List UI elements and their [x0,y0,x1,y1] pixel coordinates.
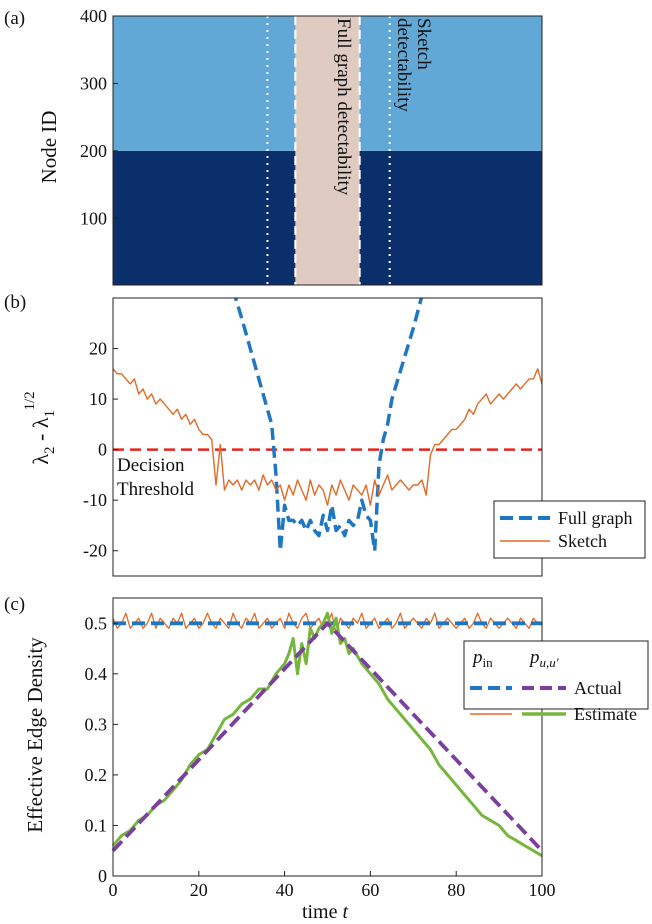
panel-b: (b) -20 -10 0 10 20 λ2 - λ1 1/2 Decision Thre… [4,292,646,577]
sketch-annotation-line2: detectability [393,18,414,112]
panel-c: (c) 0 0.1 0.2 0.3 0.4 0.5 0 20 40 60 80 100 Effect… [4,594,649,923]
panel-c-plot-area [111,597,544,877]
panel-b-y-ticks: -20 -10 0 10 20 [83,339,118,561]
panel-a-ytick-label: 400 [80,6,107,26]
p-uu-actual-line [111,621,544,853]
panel-c-y-ticks: 0 0.1 0.2 0.3 0.4 0.5 [85,613,118,886]
legend-full-graph-label: Full graph [558,508,633,528]
panel-b-ytick-label: 10 [89,389,107,409]
sketch-line [113,368,542,506]
panel-c-ytick-label: 0.5 [85,613,108,633]
panel-c-ytick-label: 0.3 [85,714,108,734]
panel-c-label: (c) [4,594,25,615]
legend-box [493,500,646,559]
panel-a-ytick-label: 200 [80,141,107,161]
lambda2-sub: 2 [42,446,58,454]
panel-b-ytick-label: 0 [98,440,107,460]
legend-c-col2: pu,u′ [528,647,559,670]
panel-c-xlabel: time t [302,901,349,923]
panel-c-xtick-label: 60 [361,880,379,900]
panel-b-ytick-label: -20 [83,541,107,561]
panel-c-xtick-label: 20 [190,880,208,900]
threshold-label-line1: Decision [117,455,185,476]
panel-b-frame [112,297,543,577]
legend-c-box [463,640,649,710]
panel-c-ytick-label: 0.1 [85,815,108,835]
lambda1-sub: 1 [42,410,58,417]
panel-c-ytick-label: 0.4 [85,664,108,684]
sketch-annotation-line1: Sketch [413,18,434,70]
panel-b-ytick-label: 20 [89,339,107,359]
panel-c-ylabel: Effective Edge Density [23,637,47,833]
panel-a: (a) Node ID 100 200 300 400 Full graph dete… [4,6,543,286]
lambda2: λ [28,454,53,465]
p-uu-estimate-line [111,611,543,858]
full-graph-line [233,298,424,553]
minus-lambda: - λ [28,417,53,446]
xlabel-main: time [302,901,343,923]
legend-c-col1: pin [471,647,493,670]
panel-c-frame [112,597,543,877]
panel-c-x-ticks: 0 20 40 60 80 100 [109,871,556,900]
legend-c-actual-label: Actual [574,678,622,698]
xlabel-var: t [342,901,348,923]
panel-a-ylabel: Node ID [37,111,61,184]
panel-a-y-ticks: 100 200 300 400 [80,6,118,228]
panel-a-ytick-label: 100 [80,208,107,228]
panel-a-plot-area [112,15,543,286]
panel-b-legend: Full graph Sketch [493,500,646,559]
legend-sketch-label: Sketch [558,531,607,551]
panel-c-xtick-label: 100 [529,880,556,900]
panel-c-xtick-label: 80 [447,880,465,900]
panel-b-label: (b) [4,292,26,313]
panel-b-plot-area [112,297,543,577]
threshold-label-line2: Threshold [117,479,195,500]
panel-b-series-group [113,298,542,553]
panel-a-label: (a) [4,8,25,29]
panel-c-xtick-label: 0 [109,880,118,900]
panel-b-ytick-label: -10 [83,490,107,510]
panel-c-ytick-label: 0 [98,866,107,886]
legend-c-estimate-label: Estimate [574,704,637,724]
panel-c-legend: pin pu,u′ Actual Estimate [463,640,649,724]
panel-c-xtick-label: 40 [276,880,294,900]
sqrt-sup: 1/2 [22,391,38,410]
panel-b-ylabel: λ2 - λ1 1/2 [22,391,58,464]
panel-c-ytick-label: 0.2 [85,765,108,785]
full-graph-region [295,16,360,285]
panel-a-ytick-label: 300 [80,73,107,93]
full-graph-annotation: Full graph detectability [333,18,354,196]
